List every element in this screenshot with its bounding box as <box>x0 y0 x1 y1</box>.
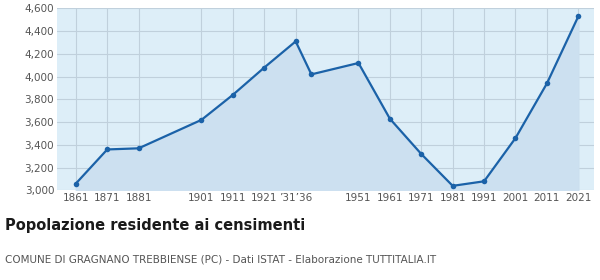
Text: COMUNE DI GRAGNANO TREBBIENSE (PC) - Dati ISTAT - Elaborazione TUTTITALIA.IT: COMUNE DI GRAGNANO TREBBIENSE (PC) - Dat… <box>5 255 436 265</box>
Text: Popolazione residente ai censimenti: Popolazione residente ai censimenti <box>5 218 305 234</box>
